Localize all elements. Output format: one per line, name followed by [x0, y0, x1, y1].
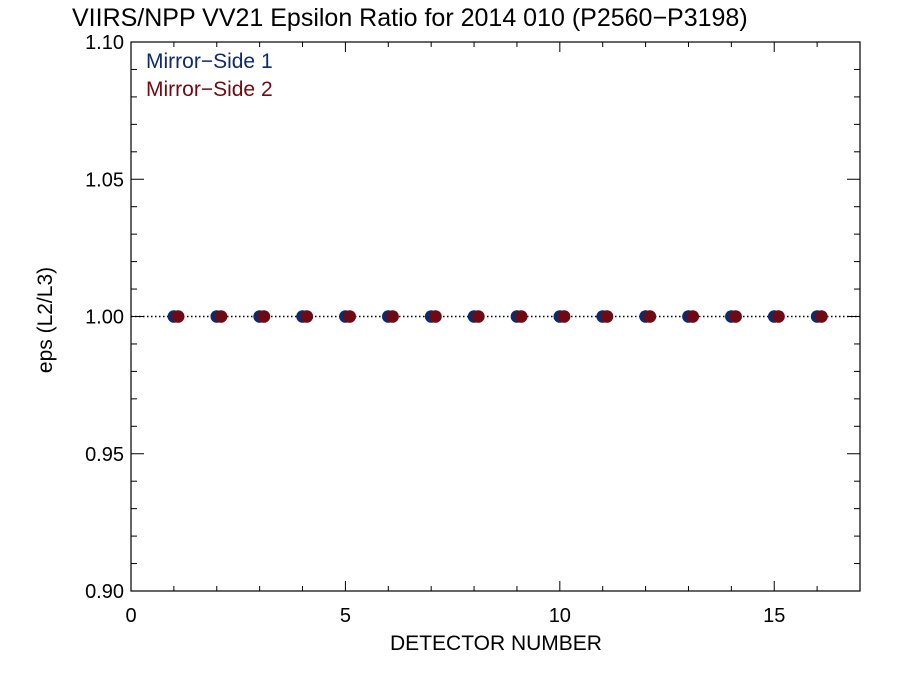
- x-tick-label: 5: [340, 605, 351, 627]
- plot-frame: [130, 41, 861, 592]
- point-mirror-side-2: [214, 310, 228, 323]
- point-mirror-side-2: [643, 310, 657, 323]
- point-mirror-side-2: [772, 310, 785, 323]
- point-mirror-side-2: [600, 310, 614, 323]
- y-tick-label: 1.00: [85, 307, 124, 329]
- point-mirror-side-2: [429, 310, 442, 323]
- minor-ticks: [131, 42, 861, 591]
- point-mirror-side-2: [300, 310, 314, 323]
- chart-title: VIIRS/NPP VV21 Epsilon Ratio for 2014 01…: [72, 4, 748, 32]
- x-tick-label: 15: [763, 605, 785, 627]
- point-mirror-side-2: [729, 310, 742, 323]
- point-mirror-side-2: [343, 310, 357, 323]
- x-axis-label: DETECTOR NUMBER: [390, 632, 602, 655]
- point-mirror-side-2: [171, 310, 185, 323]
- legend-entry-mirror-side-2: Mirror−Side 2: [146, 78, 273, 101]
- y-tick-label: 0.90: [85, 581, 124, 603]
- x-tick-label: 10: [549, 605, 571, 627]
- point-mirror-side-2: [815, 310, 828, 323]
- y-axis-label: eps (L2/L3): [34, 267, 57, 373]
- y-tick-labels: 0.90 0.95 1.00 1.05 1.10: [85, 32, 124, 603]
- point-mirror-side-2: [514, 310, 528, 323]
- x-tick-labels: 0 5 10 15: [125, 605, 785, 627]
- point-mirror-side-2: [557, 310, 571, 323]
- point-mirror-side-2: [686, 310, 700, 323]
- point-mirror-side-2: [257, 310, 271, 323]
- legend-entry-mirror-side-1: Mirror−Side 1: [146, 50, 273, 73]
- y-tick-label: 1.10: [85, 32, 124, 54]
- point-mirror-side-2: [472, 310, 485, 323]
- data-points: [167, 310, 828, 323]
- legend: Mirror−Side 1 Mirror−Side 2: [146, 50, 273, 101]
- point-mirror-side-2: [386, 310, 399, 323]
- y-tick-label: 1.05: [85, 169, 124, 191]
- y-tick-label: 0.95: [85, 444, 124, 466]
- x-tick-label: 0: [125, 605, 136, 627]
